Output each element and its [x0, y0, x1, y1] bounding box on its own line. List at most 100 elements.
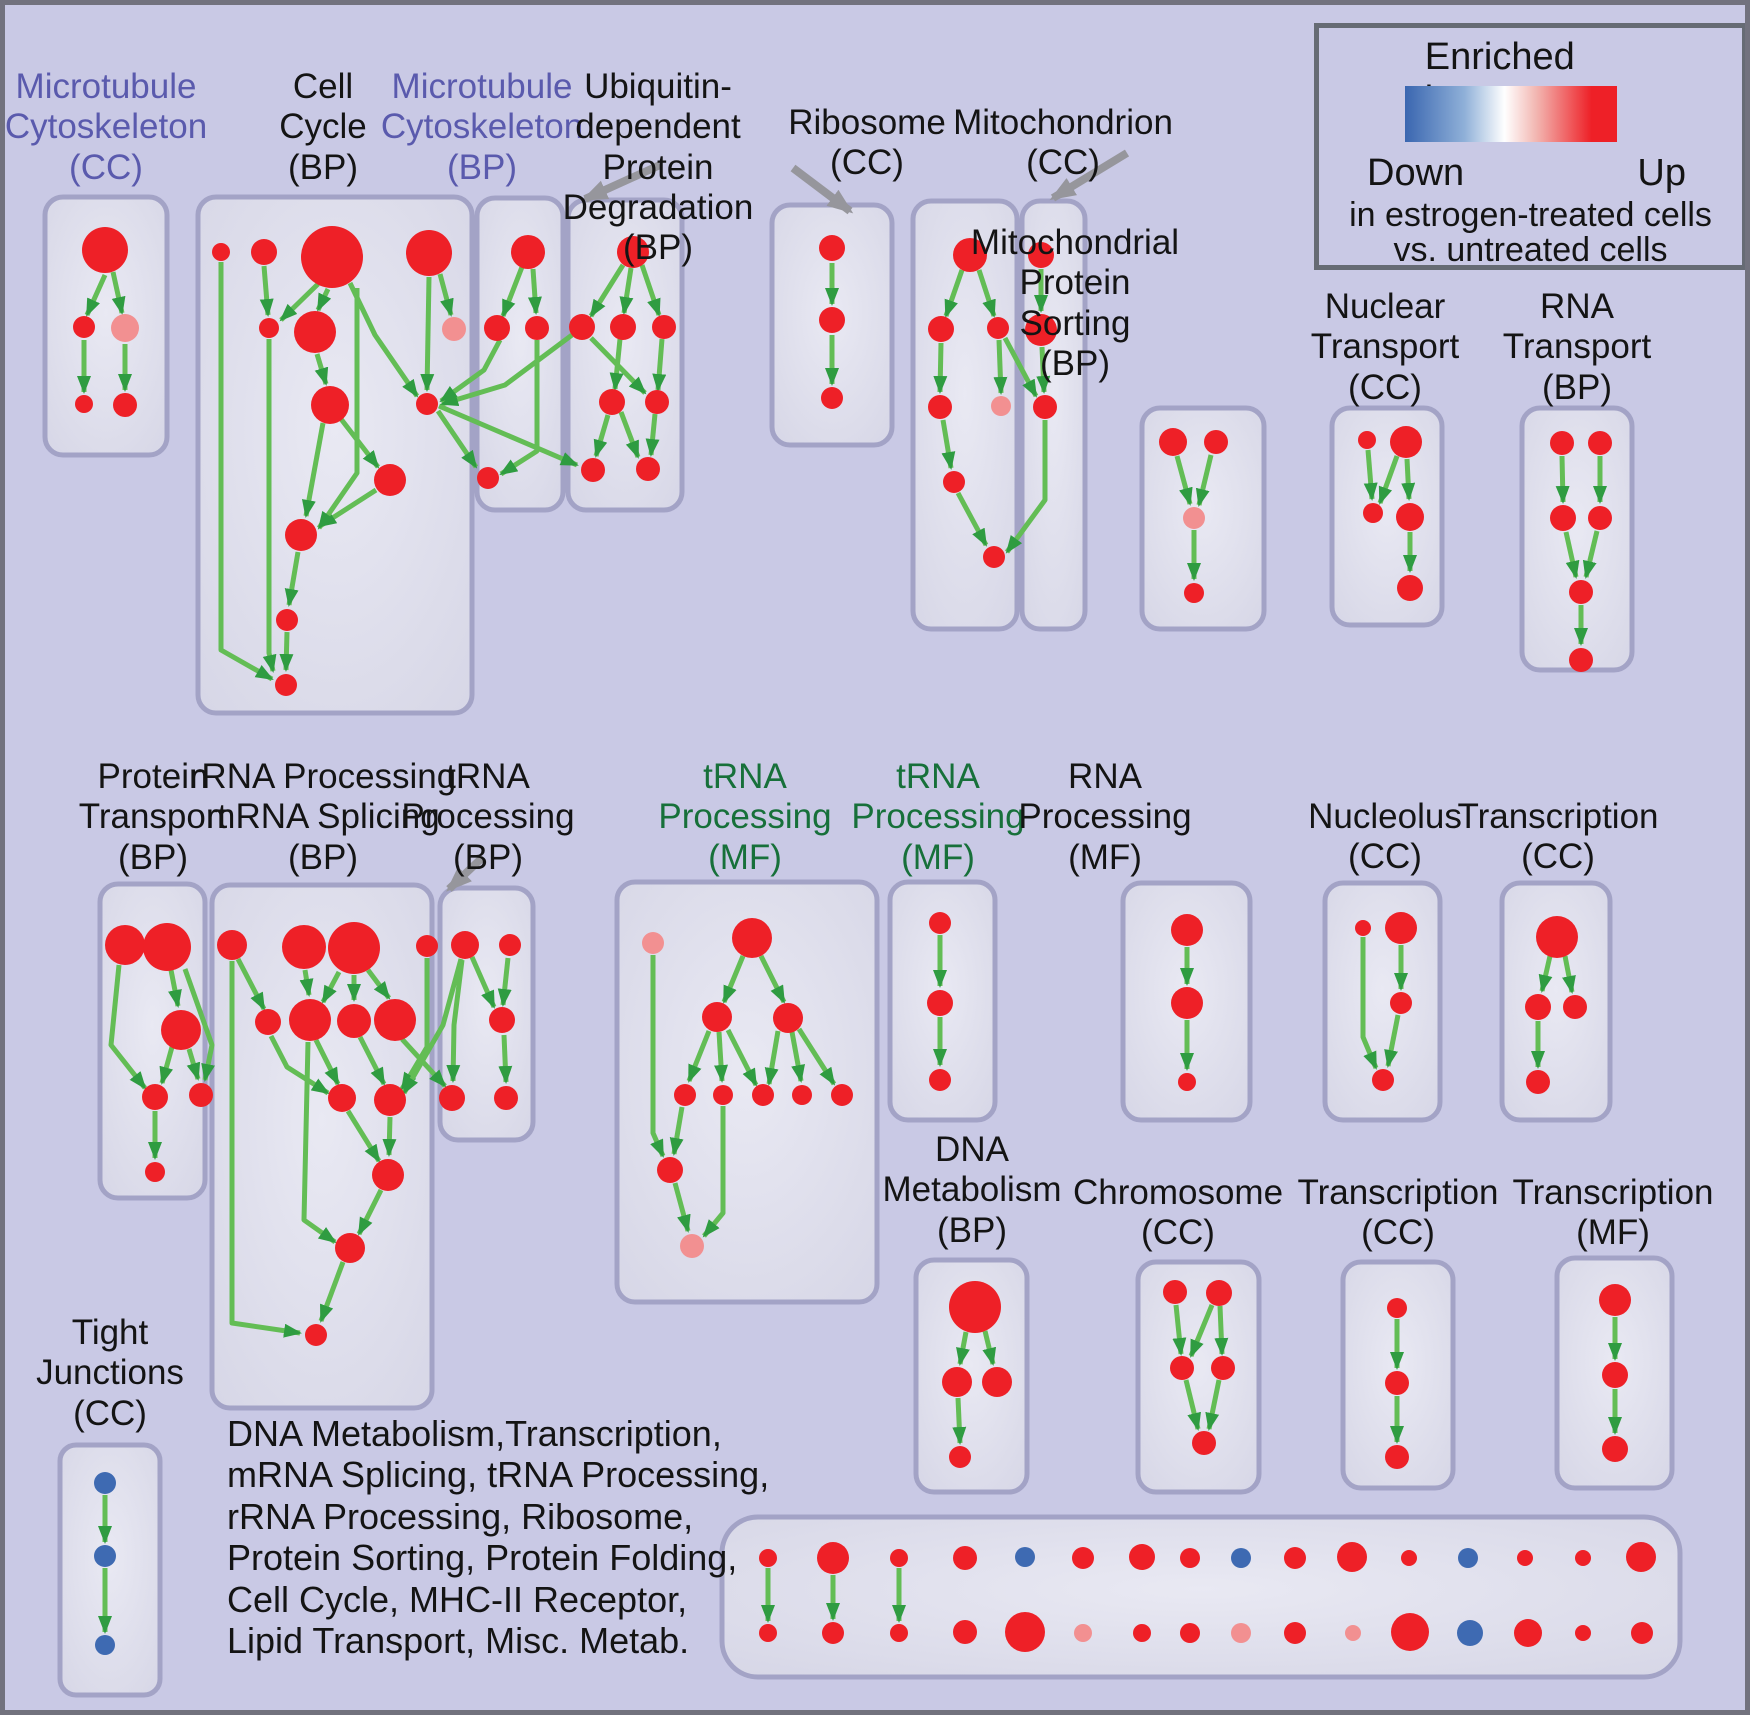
graph-edge — [420, 276, 435, 392]
graph-node — [1385, 1445, 1409, 1469]
graph-node — [610, 314, 636, 340]
graph-node — [821, 387, 843, 409]
graph-edge — [789, 1031, 805, 1083]
graph-edge — [108, 964, 147, 1090]
graph-node — [275, 674, 297, 696]
graph-edge — [500, 266, 525, 318]
graph-edge — [993, 339, 1008, 395]
graph-edge — [645, 413, 660, 457]
graph-node — [928, 395, 952, 419]
graph-node — [1033, 395, 1057, 419]
graph-node — [1588, 506, 1612, 530]
graph-node — [1575, 1550, 1591, 1566]
graph-edge — [301, 422, 326, 518]
graph-node — [337, 1004, 371, 1038]
graph-node — [259, 318, 279, 338]
label-cell-cycle-bp: Cell Cycle (BP) — [279, 67, 367, 187]
graph-node — [1129, 1544, 1155, 1570]
graph-edge — [440, 332, 574, 407]
graph-edge — [725, 1028, 759, 1087]
graph-node — [1372, 1069, 1394, 1091]
label-transcription-cc-lower: Transcription (CC) — [1297, 1173, 1499, 1253]
graph-node — [819, 307, 845, 333]
graph-node — [416, 935, 438, 957]
group-box-misc-row — [719, 1514, 1683, 1680]
graph-node — [1385, 912, 1417, 944]
graph-node — [817, 1542, 849, 1574]
graph-edge — [498, 1034, 513, 1084]
graph-node — [928, 316, 954, 342]
graph-edge — [650, 955, 666, 1158]
graph-node — [406, 230, 452, 276]
graph-node — [953, 1620, 977, 1644]
graph-node — [822, 1622, 844, 1644]
graph-node — [1385, 1371, 1409, 1395]
graph-node — [652, 315, 676, 339]
graph-node — [484, 315, 510, 341]
graph-node — [489, 1007, 515, 1033]
graph-node — [374, 999, 416, 1041]
label-nuclear-transport-cc: Nuclear Transport (CC) — [1310, 287, 1460, 407]
graph-node — [255, 1009, 281, 1035]
graph-edge — [1174, 455, 1193, 506]
graph-node — [1180, 1623, 1200, 1643]
graph-node — [645, 390, 669, 414]
graph-node — [251, 239, 277, 265]
graph-node — [759, 1549, 777, 1567]
graph-node — [311, 386, 349, 424]
graph-node — [819, 235, 845, 261]
graph-edge — [159, 1046, 175, 1085]
graph-edge — [345, 1109, 382, 1163]
graph-edge — [764, 1030, 781, 1086]
graph-edge — [499, 340, 540, 477]
graph-edge — [218, 262, 274, 682]
graph-edge — [110, 271, 126, 315]
graph-edge — [357, 1035, 387, 1086]
graph-node — [335, 1233, 365, 1263]
label-nucleolus-cc: Nucleolus (CC) — [1308, 797, 1462, 877]
graph-node — [674, 1084, 696, 1106]
group-box-transcription-cc-u — [1499, 880, 1613, 1123]
graph-node — [1015, 1547, 1035, 1567]
graph-node — [890, 1549, 908, 1567]
graph-node — [1345, 1625, 1361, 1641]
label-trna-processing-mf-2: tRNA Processing (MF) — [851, 757, 1025, 877]
graph-node — [1211, 1356, 1235, 1380]
graph-node — [276, 609, 298, 631]
graph-node — [1170, 1356, 1194, 1380]
label-dna-metabolism-bp: DNA Metabolism (BP) — [882, 1130, 1062, 1250]
graph-node — [439, 1085, 465, 1111]
graph-node — [657, 1157, 683, 1183]
graph-edge — [315, 287, 332, 312]
legend-gradient-bar — [1405, 86, 1617, 142]
graph-node — [1183, 507, 1205, 529]
graph-node — [702, 1002, 732, 1032]
graph-node — [1391, 1613, 1429, 1651]
graph-node — [759, 1624, 777, 1642]
graph-edge — [84, 273, 108, 317]
label-transcription-mf: Transcription (MF) — [1512, 1173, 1714, 1253]
graph-node — [1133, 1624, 1151, 1642]
group-box-rna-transport — [1519, 405, 1635, 673]
graph-node — [511, 235, 545, 269]
graph-node — [773, 1003, 803, 1033]
graph-edge — [714, 1031, 729, 1083]
group-box-nucleolus — [1322, 880, 1443, 1123]
graph-node — [752, 1084, 774, 1106]
graph-edge — [1377, 455, 1400, 505]
graph-node — [212, 243, 230, 261]
label-rrna-processing-mrna-splicing-bp: rRNA Processing mRNA Splicing (BP) — [189, 757, 457, 877]
graph-node — [75, 395, 93, 413]
graph-node — [1626, 1542, 1656, 1572]
graph-node — [1358, 431, 1376, 449]
graph-edge — [438, 403, 579, 468]
graph-node — [1526, 1070, 1550, 1094]
group-box-chromosome — [1135, 1259, 1262, 1495]
graph-node — [73, 316, 95, 338]
graph-node — [1284, 1622, 1306, 1644]
graph-node — [328, 922, 380, 974]
graph-node — [1550, 505, 1576, 531]
graph-edge — [318, 1261, 346, 1323]
gray-callout-arrow — [790, 164, 854, 215]
graph-node — [1390, 992, 1412, 1014]
